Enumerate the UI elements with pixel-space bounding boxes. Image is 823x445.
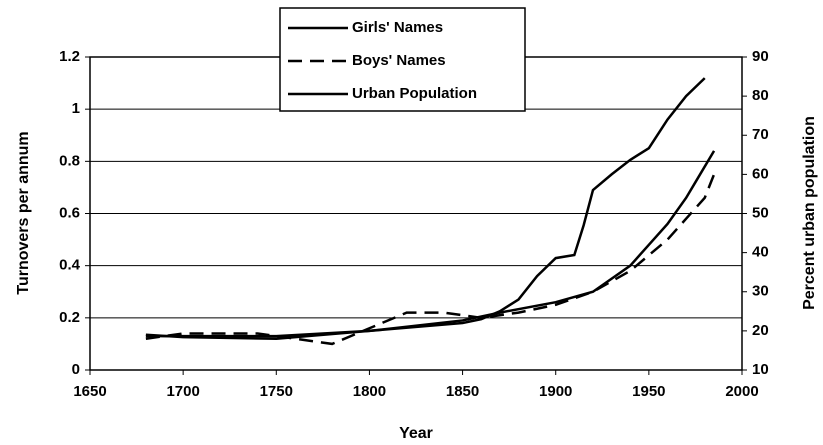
y-tick-label: 0.4 (59, 257, 81, 274)
y-tick-label: 0 (72, 361, 80, 378)
y-axis-title: Turnovers per annum (15, 131, 32, 294)
y2-tick-label: 50 (752, 204, 769, 221)
series-line (145, 150, 716, 338)
x-tick-label: 1700 (166, 383, 199, 400)
y2-tick-label: 80 (752, 87, 769, 104)
series-line (145, 77, 706, 340)
y2-axis-title: Percent urban population (801, 116, 818, 310)
legend-label: Urban Population (352, 85, 477, 102)
y2-tick-label: 60 (752, 165, 769, 182)
y-tick-label: 1 (72, 100, 80, 117)
y-tick-label: 0.6 (59, 204, 80, 221)
y2-tick-label: 70 (752, 126, 769, 143)
x-tick-label: 1850 (446, 383, 479, 400)
y-tick-label: 0.8 (59, 152, 80, 169)
y2-tick-label: 20 (752, 322, 769, 339)
y-tick-label: 0.2 (59, 309, 80, 326)
y2-tick-label: 30 (752, 283, 769, 300)
legend-label: Boys' Names (352, 52, 446, 69)
y2-tick-label: 10 (752, 361, 769, 378)
x-tick-label: 1750 (260, 383, 293, 400)
x-tick-label: 2000 (725, 383, 758, 400)
legend-label: Girls' Names (352, 19, 443, 36)
x-tick-label: 1950 (632, 383, 665, 400)
x-axis-title: Year (399, 425, 433, 442)
y2-tick-label: 90 (752, 48, 769, 65)
y-tick-label: 1.2 (59, 48, 80, 65)
x-tick-label: 1800 (353, 383, 386, 400)
y2-tick-label: 40 (752, 244, 769, 261)
x-tick-label: 1900 (539, 383, 572, 400)
x-tick-label: 1650 (73, 383, 106, 400)
series-line (145, 173, 716, 346)
